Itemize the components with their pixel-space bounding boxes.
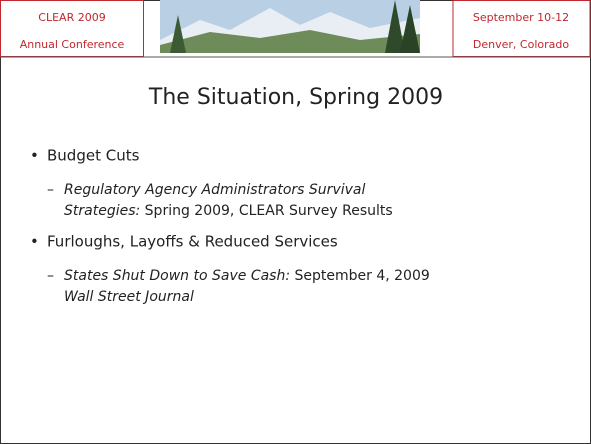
- sub-bullet-line: States Shut Down to Save Cash: September…: [64, 268, 430, 284]
- sub-bullet-italic: Regulatory Agency Administrators Surviva…: [64, 182, 365, 198]
- header-right-line: September 10-12: [473, 11, 569, 24]
- header-right-line: Denver, Colorado: [473, 38, 569, 51]
- sub-bullet-line: Wall Street Journal: [64, 289, 194, 305]
- sub-dash: –: [47, 268, 54, 284]
- sub-bullet-line: Strategies: Spring 2009, CLEAR Survey Re…: [64, 203, 393, 219]
- sub-dash: –: [47, 182, 54, 198]
- sub-bullet-italic: Wall Street Journal: [64, 289, 194, 305]
- sub-bullet-italic: Strategies:: [64, 203, 140, 219]
- bullet-dot: •: [30, 147, 39, 165]
- header-left-line: CLEAR 2009: [38, 11, 105, 24]
- sub-bullet-plain: Spring 2009, CLEAR Survey Results: [140, 203, 393, 219]
- bullet-dot: •: [30, 233, 39, 251]
- slide-title: The Situation, Spring 2009: [148, 85, 443, 110]
- sub-bullet-plain: September 4, 2009: [290, 268, 430, 284]
- bullet-text: Budget Cuts: [47, 147, 140, 165]
- bullet-text: Furloughs, Layoffs & Reduced Services: [47, 233, 338, 251]
- sub-bullet-line: Regulatory Agency Administrators Surviva…: [64, 182, 365, 198]
- sub-bullet-italic: States Shut Down to Save Cash:: [64, 268, 290, 284]
- header-image: [160, 0, 420, 53]
- header-left-line: Annual Conference: [20, 38, 125, 51]
